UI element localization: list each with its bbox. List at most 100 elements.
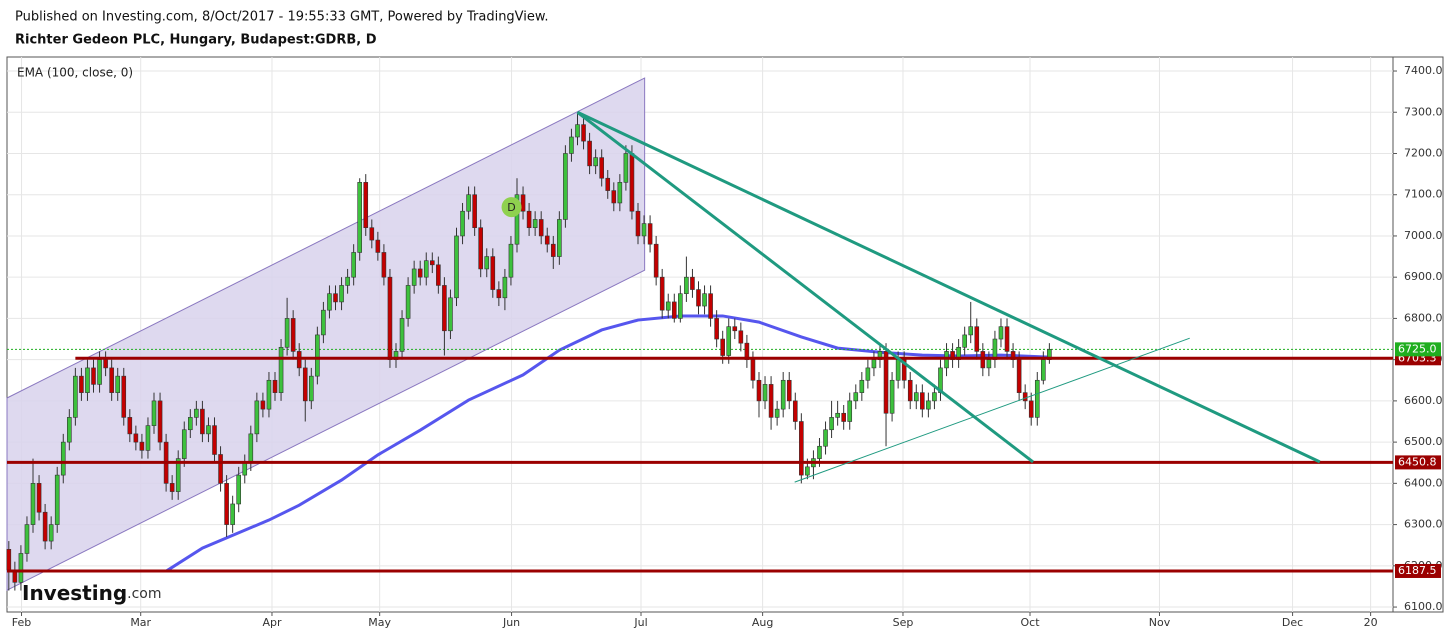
- candle-body: [629, 153, 635, 212]
- candle-body: [514, 194, 520, 245]
- y-tick-label: 7000.0: [1404, 229, 1443, 242]
- x-tick-label: Apr: [262, 616, 282, 629]
- candle-body: [690, 276, 695, 290]
- candle-body: [599, 157, 604, 179]
- x-tick-label: Oct: [1020, 616, 1040, 629]
- candle-body: [36, 483, 42, 513]
- candle-body: [647, 223, 653, 245]
- candle-body: [998, 326, 1004, 340]
- y-tick-label: 7300.0: [1404, 105, 1443, 118]
- candle-body: [399, 318, 405, 352]
- candle-body: [97, 359, 102, 385]
- candle-body: [423, 260, 429, 278]
- candle-body: [786, 379, 792, 402]
- candle-body: [587, 140, 592, 167]
- candle-body: [1041, 359, 1046, 381]
- candle-body: [1016, 359, 1022, 393]
- candle-body: [327, 293, 332, 311]
- candle-body: [109, 367, 114, 393]
- candle-body: [218, 454, 223, 484]
- y-tick-label: 6800.0: [1404, 311, 1443, 324]
- candle-body: [696, 289, 701, 307]
- x-tick-label: May: [368, 616, 391, 629]
- dividend-marker: [501, 197, 522, 218]
- candle-body: [417, 268, 423, 278]
- candle-body: [738, 330, 744, 344]
- candle-body: [387, 276, 393, 360]
- trend-line: [794, 337, 1190, 483]
- candle-body: [593, 157, 598, 167]
- candle-body: [333, 293, 338, 303]
- candle-body: [284, 318, 290, 348]
- candle-body: [181, 429, 187, 459]
- candle-body: [684, 276, 689, 294]
- candle-body: [835, 412, 840, 418]
- candle-body: [678, 293, 683, 319]
- candle-body: [605, 177, 611, 191]
- candle-body: [805, 466, 810, 476]
- candle-body: [817, 445, 822, 459]
- candle-body: [429, 260, 435, 266]
- candle-body: [544, 235, 550, 245]
- candle-body: [42, 511, 48, 542]
- candle-body: [30, 483, 36, 525]
- candle-body: [1034, 379, 1040, 418]
- candle-body: [206, 425, 211, 435]
- candle-body: [913, 392, 919, 402]
- candle-body: [321, 309, 326, 336]
- y-tick-label: 6400.0: [1404, 476, 1443, 489]
- x-tick-label: Sep: [893, 616, 914, 629]
- candle-body: [859, 379, 865, 393]
- candle-body: [266, 379, 272, 410]
- last-price-box: [1395, 342, 1441, 357]
- candle-body: [230, 503, 235, 525]
- candle-body: [151, 400, 157, 426]
- candle-body: [502, 276, 508, 299]
- candle-body: [865, 367, 871, 381]
- candle-body: [381, 252, 387, 278]
- last-price-label: 6725.0: [1398, 342, 1437, 355]
- candle-body: [188, 417, 193, 431]
- brand-suffix: .com: [127, 586, 161, 602]
- candle-body: [339, 285, 344, 303]
- candle-body: [714, 318, 719, 340]
- price-channel: [6, 77, 646, 591]
- candle-body: [411, 268, 417, 286]
- candle-body: [405, 285, 411, 319]
- candle-body: [236, 474, 242, 505]
- level-label-box: [1395, 563, 1441, 578]
- candle-body: [309, 375, 314, 402]
- level-label: 6450.8: [1398, 455, 1437, 468]
- candle-body: [224, 483, 229, 525]
- instrument-title: Richter Gedeon PLC, Hungary, Budapest:GD…: [15, 33, 377, 48]
- candle-body: [496, 289, 502, 299]
- candle-body: [768, 384, 774, 418]
- candle-body: [103, 359, 108, 369]
- candle-body: [169, 483, 175, 492]
- candle-body: [315, 334, 320, 377]
- candle-body: [611, 190, 617, 204]
- y-tick-label: 6600.0: [1404, 394, 1443, 407]
- candle-body: [732, 326, 738, 332]
- candle-body: [54, 474, 60, 525]
- candle-body: [780, 379, 786, 410]
- candle-body: [641, 223, 647, 237]
- y-tick-label: 7200.0: [1404, 146, 1443, 159]
- candle-body: [460, 210, 465, 237]
- candle-body: [986, 359, 992, 369]
- candle-body: [121, 375, 127, 418]
- candle-body: [454, 235, 459, 299]
- candle-body: [708, 293, 713, 319]
- candle-body: [478, 227, 483, 270]
- candle-body: [895, 359, 901, 381]
- candle-body: [67, 417, 72, 443]
- candle-body: [6, 549, 12, 571]
- candle-body: [133, 433, 139, 443]
- candle-body: [520, 194, 526, 212]
- candle-body: [508, 243, 514, 278]
- candle-body: [48, 524, 54, 542]
- candle-body: [907, 379, 913, 402]
- candle-body: [248, 433, 254, 464]
